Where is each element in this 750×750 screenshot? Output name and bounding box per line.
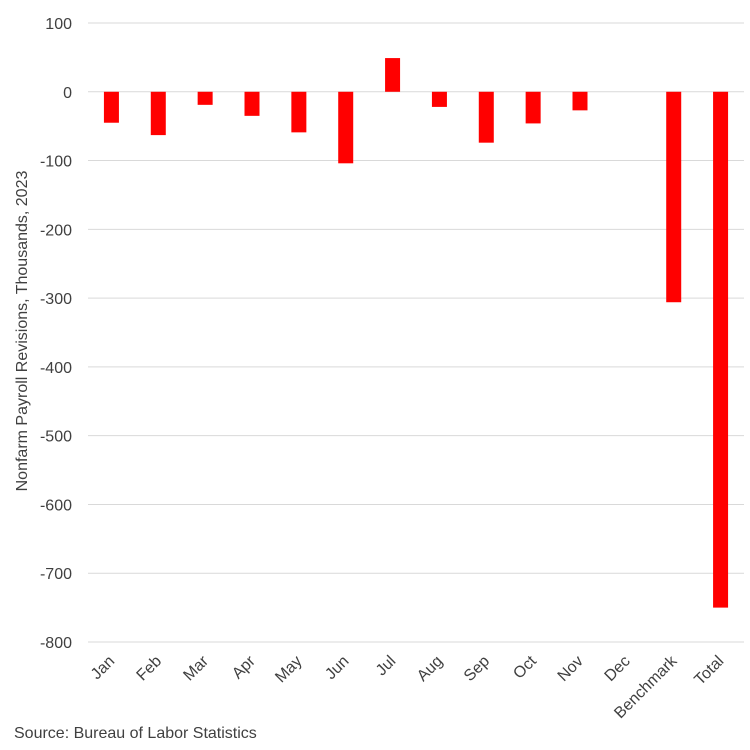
- y-tick-label: -700: [40, 566, 72, 583]
- x-tick-label: May: [272, 653, 305, 686]
- bar-sep: [478, 91, 494, 143]
- x-axis-ticks: Jan Feb Mar Apr May Jun Jul Aug Sep Oct Nov DecBenc…: [88, 652, 727, 722]
- y-axis-ticks: 100 0 -100 -200 -300 -400 -500 -600 -700 -800: [40, 16, 72, 652]
- source-note: Source: Bureau of Labor Statistics: [14, 725, 257, 742]
- y-tick-label: -500: [40, 429, 72, 446]
- y-tick-label: -800: [40, 635, 72, 652]
- bars: [103, 58, 729, 608]
- bar-aug: [431, 91, 447, 107]
- y-tick-label: -100: [40, 154, 72, 171]
- x-tick-label: Sep: [461, 653, 493, 685]
- bar-mar: [197, 91, 213, 105]
- y-tick-label: 100: [45, 16, 72, 33]
- bar-apr: [244, 91, 260, 116]
- bar-total: [713, 91, 729, 608]
- x-tick-label: Apr: [229, 652, 259, 682]
- bar-jul: [385, 58, 401, 92]
- bar-benchmark: [666, 91, 682, 303]
- x-tick-label: Feb: [134, 653, 166, 685]
- y-axis-label: Nonfarm Payroll Revisions, Thousands, 20…: [14, 171, 31, 492]
- x-tick-label: Nov: [555, 653, 587, 685]
- x-tick-label: Dec: [602, 653, 634, 685]
- x-tick-label: Oct: [510, 652, 540, 682]
- x-tick-label: Total: [691, 653, 727, 689]
- bar-jan: [103, 91, 119, 123]
- y-tick-label: -400: [40, 360, 72, 377]
- bar-may: [291, 91, 307, 133]
- y-tick-label: -200: [40, 222, 72, 239]
- y-tick-label: -600: [40, 497, 72, 514]
- bar-jun: [338, 91, 354, 164]
- x-tick-label: Jan: [88, 653, 118, 683]
- x-tick-label: Mar: [180, 652, 212, 684]
- bar-nov: [572, 91, 588, 111]
- y-tick-label: 0: [63, 85, 72, 102]
- y-tick-label: -300: [40, 291, 72, 308]
- bar-oct: [525, 91, 541, 124]
- x-tick-label: Aug: [414, 653, 446, 685]
- x-tick-label: Jun: [322, 653, 352, 683]
- bar-feb: [150, 91, 166, 136]
- gridlines: [88, 22, 744, 643]
- x-tick-label: Jul: [373, 653, 399, 679]
